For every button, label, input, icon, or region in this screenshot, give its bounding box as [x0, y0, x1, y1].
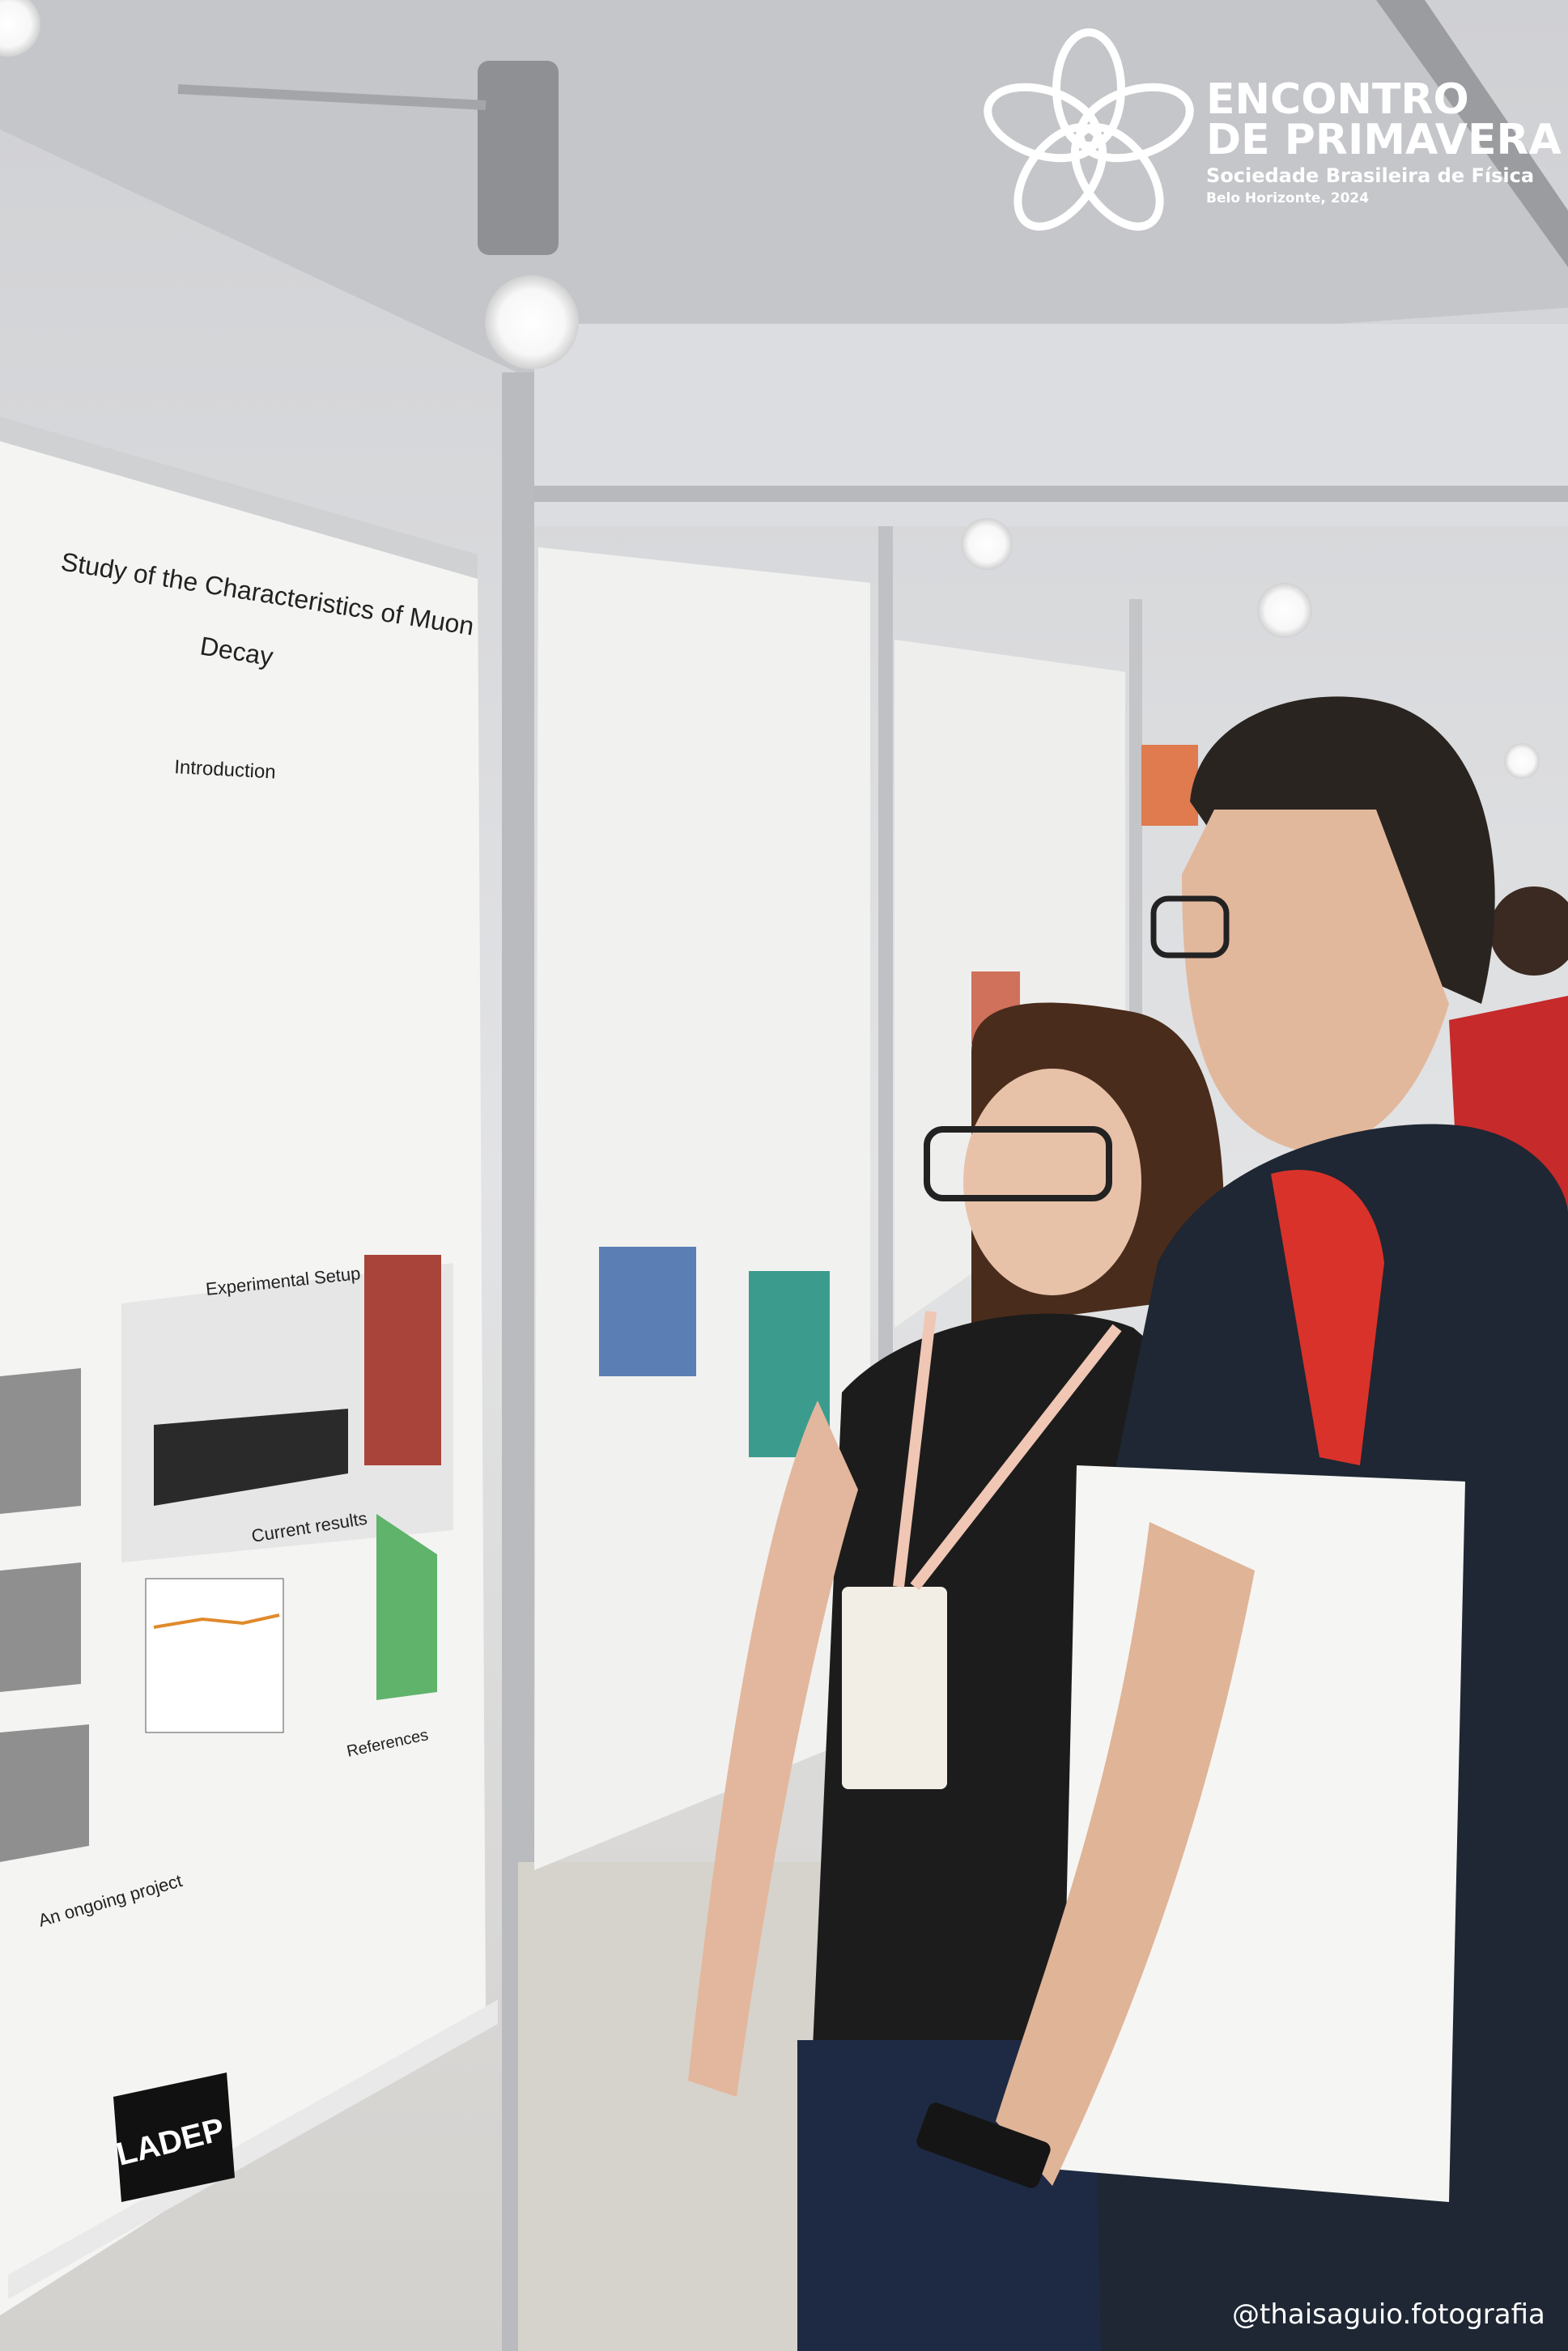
- bag-strap: [1271, 1169, 1384, 1465]
- man-glasses: [1150, 895, 1230, 959]
- poster-rod: [8, 2000, 498, 2299]
- watermark: @thaisaguio.fotografia: [1232, 2298, 1545, 2331]
- poster-section: Introduction: [174, 756, 277, 784]
- lamp-arm: [177, 84, 487, 110]
- lamp: [1257, 583, 1312, 638]
- poster-plot: [376, 1514, 437, 1700]
- person-head: [1489, 886, 1568, 976]
- poster-photo: [154, 1409, 348, 1506]
- booth-pole: [878, 526, 893, 1417]
- booth-frame: [1376, 0, 1568, 267]
- poster-box: [0, 1368, 81, 1514]
- logo-location: Belo Horizonte, 2024: [1206, 190, 1369, 206]
- badge: [842, 1587, 947, 1789]
- poster-figure: [599, 1247, 696, 1376]
- poster-box: [0, 1562, 81, 1692]
- poster-plot: [145, 1578, 284, 1733]
- booth-pole: [1129, 599, 1142, 1085]
- poster-photo: [364, 1255, 441, 1465]
- lanyard: [910, 1324, 1122, 1591]
- poster-logo: [113, 2073, 235, 2202]
- poster-box: [0, 1724, 89, 1862]
- man-face: [1182, 810, 1449, 1150]
- logo-society: Sociedade Brasileira de Física: [1206, 164, 1534, 187]
- man-arm: [996, 1522, 1255, 2186]
- logo-line: DE PRIMAVERA: [1206, 116, 1562, 164]
- lamp-housing: [478, 61, 559, 255]
- lanyard: [893, 1311, 937, 1588]
- lamp: [961, 518, 1013, 570]
- poster-rod: [0, 417, 478, 579]
- poster-plot-line: [153, 1613, 280, 1629]
- sign: [1141, 745, 1198, 826]
- poster-center: [534, 547, 870, 1870]
- lamp: [1504, 743, 1540, 779]
- watch: [916, 2102, 1051, 2188]
- lamp: [485, 275, 579, 369]
- beam-edge: [534, 486, 1568, 502]
- lamp: [0, 0, 40, 57]
- woman-arm: [688, 1401, 858, 2097]
- woman-face: [963, 1069, 1141, 1295]
- logo-line: ENCONTRO: [1206, 75, 1469, 124]
- woman-glasses: [924, 1126, 1112, 1201]
- logo-flower: [984, 28, 1194, 231]
